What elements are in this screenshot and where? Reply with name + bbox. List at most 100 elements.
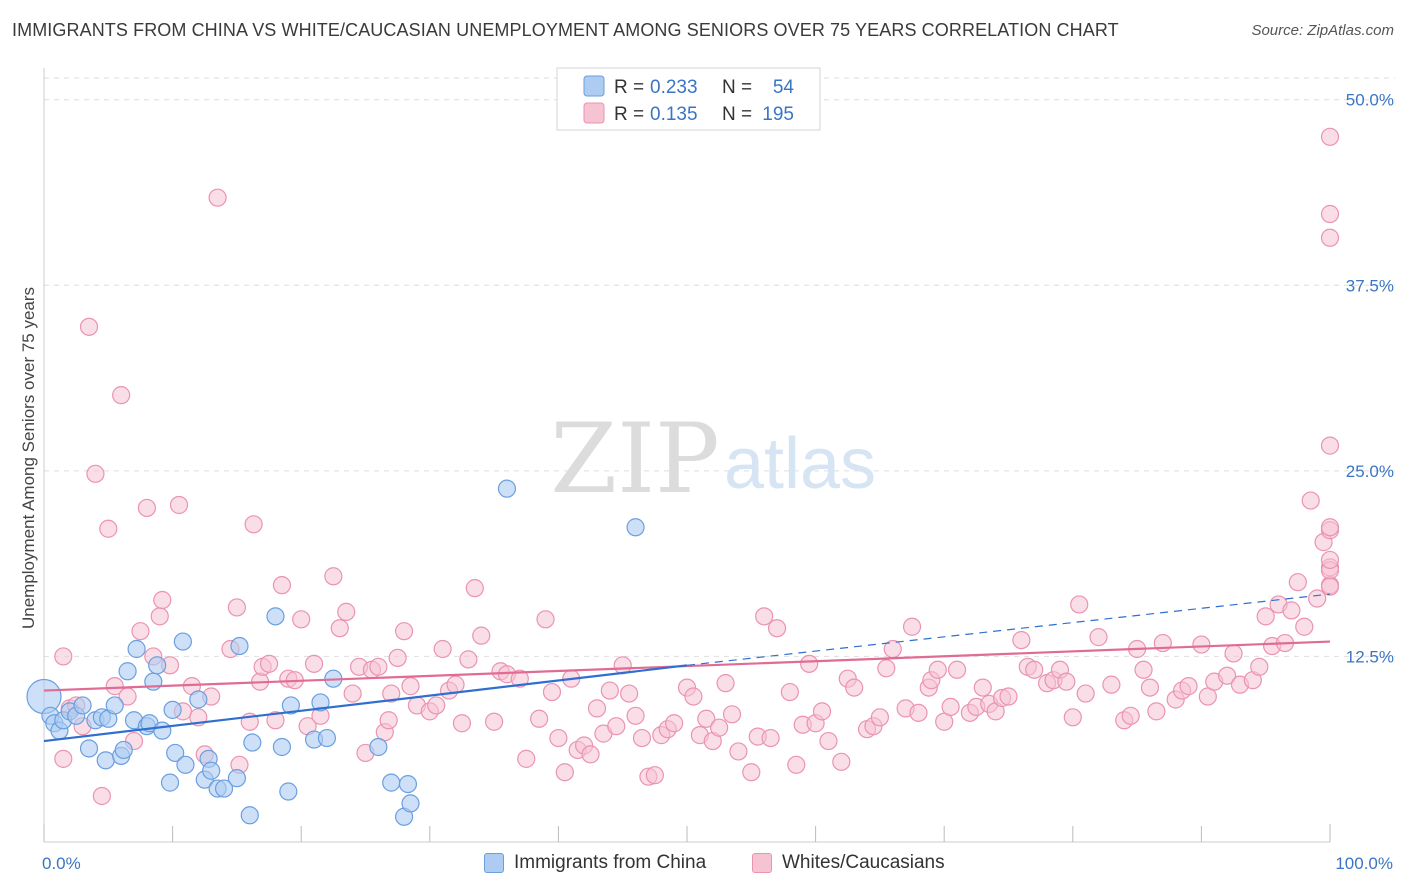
data-point-china — [173, 632, 192, 651]
watermark-zip: ZIP — [550, 403, 719, 515]
whites-caucasians-points — [54, 127, 1340, 806]
stats-n-value: 54 — [773, 77, 795, 98]
data-point-white — [819, 731, 838, 751]
data-point-white — [1282, 601, 1301, 620]
data-point-white — [973, 678, 992, 697]
source-credit: Source: ZipAtlas.com — [1251, 22, 1394, 39]
data-point-china — [148, 656, 167, 675]
data-point-china — [243, 733, 262, 752]
data-point-white — [1070, 595, 1089, 614]
data-point-white — [729, 742, 748, 761]
data-point-white — [153, 590, 172, 610]
data-point-white — [877, 659, 896, 678]
stats-legend: R = 0.233 N = 54 R = 0.135 N = 195 — [556, 67, 821, 131]
y-tick-label: 12.5% — [1346, 647, 1394, 666]
data-point-white — [266, 711, 285, 730]
data-point-white — [379, 711, 398, 730]
chart-title: IMMIGRANTS FROM CHINA VS WHITE/CAUCASIAN… — [12, 20, 1119, 40]
data-point-china — [153, 721, 172, 740]
data-point-white — [587, 699, 607, 718]
data-point-white — [845, 678, 864, 697]
data-point-white — [388, 648, 407, 668]
legend-item-white: Whites/Caucasians — [752, 852, 945, 874]
data-point-china — [227, 769, 246, 788]
data-point-white — [446, 675, 465, 694]
data-point-white — [1057, 672, 1076, 691]
data-point-white — [697, 709, 716, 728]
data-point-white — [1102, 675, 1121, 694]
data-point-china — [166, 743, 185, 763]
data-point-china — [240, 806, 259, 825]
data-point-white — [272, 576, 292, 595]
data-point-white — [684, 687, 703, 706]
data-point-white — [1320, 436, 1340, 455]
y-tick-label: 50.0% — [1346, 91, 1394, 110]
data-point-white — [54, 647, 73, 666]
data-point-white — [169, 495, 189, 515]
data-point-white — [761, 728, 780, 748]
data-point-white — [742, 763, 761, 782]
data-point-white — [99, 519, 118, 538]
data-point-white — [1063, 708, 1082, 727]
data-point-white — [459, 650, 478, 669]
data-point-white — [112, 386, 131, 405]
data-point-white — [1320, 577, 1340, 596]
bottom-legend: Immigrants from China Whites/Caucasians — [0, 852, 1406, 880]
data-point-white — [131, 622, 150, 641]
data-point-white — [780, 682, 799, 702]
data-point-white — [472, 626, 491, 645]
data-point-china — [281, 696, 301, 715]
data-point-white — [324, 567, 343, 586]
data-point-white — [909, 703, 928, 722]
data-point-white — [343, 684, 362, 703]
legend-label-china: Immigrants from China — [514, 852, 707, 873]
data-point-white — [227, 598, 246, 617]
data-point-white — [433, 639, 452, 659]
data-point-white — [382, 684, 401, 703]
stats-n-label: N = — [722, 77, 752, 98]
data-point-white — [1192, 635, 1211, 654]
legend-item-china: Immigrants from China — [484, 852, 706, 874]
stats-r-label: R = — [614, 104, 644, 125]
data-point-white — [1320, 518, 1340, 537]
data-point-china — [79, 739, 99, 758]
data-point-china — [279, 782, 298, 801]
data-point-white — [304, 654, 324, 673]
data-point-china — [401, 794, 420, 813]
stats-r-value: 0.135 — [650, 104, 698, 125]
legend-label-white: Whites/Caucasians — [782, 852, 945, 873]
data-point-white — [1250, 657, 1269, 676]
data-point-china — [26, 678, 62, 715]
y-tick-labels: 12.5% 25.0% 37.5% 50.0% — [1346, 91, 1394, 667]
data-point-white — [1179, 677, 1198, 696]
data-point-white — [1295, 617, 1314, 636]
data-point-china — [160, 773, 180, 792]
data-point-white — [1134, 660, 1153, 679]
data-point-china — [497, 479, 517, 498]
data-point-white — [626, 706, 645, 725]
stats-n-label: N = — [722, 104, 752, 125]
data-point-white — [1308, 589, 1327, 608]
data-point-white — [485, 712, 504, 731]
data-point-white — [244, 515, 263, 534]
data-point-white — [549, 728, 568, 748]
x-tick-labels: 0.0% 100.0% — [42, 854, 1393, 873]
data-point-white — [259, 654, 279, 673]
data-point-white — [999, 687, 1018, 706]
data-point-white — [137, 498, 156, 518]
data-point-white — [542, 682, 562, 702]
grid-lines — [44, 77, 1395, 657]
data-point-white — [555, 763, 574, 782]
data-point-china — [317, 728, 337, 748]
data-point-white — [1121, 706, 1140, 725]
data-point-white — [401, 677, 420, 696]
data-point-china — [214, 779, 234, 798]
data-point-china — [382, 773, 401, 792]
trend-line-china — [43, 664, 688, 743]
data-point-china — [311, 693, 330, 712]
data-point-white — [812, 702, 832, 721]
data-point-white — [292, 610, 311, 629]
data-point-white — [1320, 127, 1340, 146]
stats-swatch — [583, 102, 605, 124]
